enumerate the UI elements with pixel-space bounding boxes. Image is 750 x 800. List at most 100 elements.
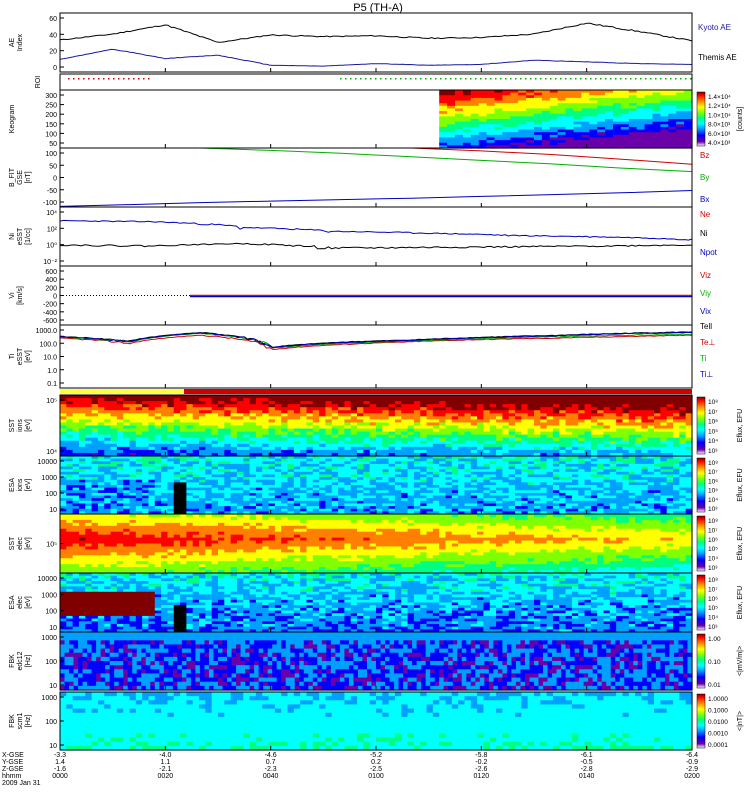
sst_ion-cell (129, 443, 137, 448)
sst_ion-cell (192, 425, 200, 430)
sst_ion-cell (110, 410, 118, 414)
esa_ion-cell (312, 485, 320, 489)
sst_ion-cell (350, 446, 358, 451)
sst_ion-cell (388, 434, 396, 439)
keogram-cell (534, 95, 543, 99)
keogram-cell (455, 134, 464, 139)
sst_ion-cell (186, 401, 194, 405)
esa_ion-cell (154, 487, 162, 491)
esa_ion-cell (262, 458, 270, 462)
sst_ion-cell (432, 452, 440, 457)
esa_ion-cell (60, 458, 67, 462)
esa_ion-cell (413, 487, 421, 491)
sst_ion-cell (508, 395, 516, 399)
esa_ion-cell (338, 479, 345, 483)
esa_ion-cell (60, 511, 67, 515)
sst_ion-cell (388, 449, 396, 454)
sst_ion-cell (394, 398, 402, 402)
esa_ion-cell (394, 508, 402, 512)
esa_ion-cell (186, 492, 194, 497)
sst_ion-cell (205, 434, 213, 439)
esa_ion-cell (110, 485, 118, 489)
sst_ion-cell (319, 410, 327, 414)
sst_ion-cell (268, 404, 276, 408)
sst_ion-cell (173, 404, 181, 408)
sst_ion-cell (590, 407, 598, 411)
sst_ion-cell (609, 416, 617, 420)
sst_ion-cell (508, 449, 516, 454)
sst_ion-cell (186, 419, 194, 424)
roi-dot (570, 78, 572, 80)
esa_ion-cell (508, 477, 516, 481)
sst_ion-cell (445, 425, 453, 430)
keogram-cell (589, 95, 598, 99)
esa_ion-cell (211, 485, 219, 489)
keogram-cell (628, 90, 638, 94)
esa_ion-cell (186, 487, 194, 491)
roi-dot (475, 78, 477, 80)
keogram-cell (684, 95, 693, 99)
sst_ion-cell (357, 416, 364, 420)
esa_ion-cell (205, 485, 213, 489)
esa_ion-cell (527, 461, 535, 465)
keogram-cell (589, 129, 598, 133)
esa_ion-cell (451, 503, 459, 507)
esa_ion-cell (293, 500, 301, 505)
sst_ion-cell (685, 404, 693, 408)
esa_ion-cell (135, 511, 143, 515)
sst_ion-cell (496, 395, 503, 399)
keogram-cell (668, 129, 677, 133)
esa_ion-cell (350, 490, 358, 494)
keogram-cell (486, 92, 496, 96)
sst_ion-cell (470, 404, 478, 408)
esa_ion-cell (148, 479, 156, 483)
keogram-cell (620, 132, 630, 136)
esa_ion-cell (104, 495, 112, 499)
sst_ion-cell (344, 443, 352, 448)
roi-dot (490, 78, 492, 80)
sst_ion-cell (597, 422, 605, 427)
esa_ion-cell (255, 495, 263, 499)
esa_ion-cell (192, 477, 200, 481)
sst_ion-cell (199, 407, 206, 411)
esa_ion-cell (464, 498, 472, 502)
sst_ion-cell (135, 407, 143, 411)
esa_ion-cell (464, 482, 472, 486)
sst_ion-cell (578, 407, 586, 411)
sst_ion-cell (306, 431, 314, 436)
esa_ion-cell (420, 461, 428, 465)
sst_ion-cell (527, 410, 535, 414)
sst_ion-cell (262, 395, 270, 399)
sst_ion-cell (559, 422, 567, 427)
sst_ion-cell (363, 419, 371, 424)
sst_ion-cell (603, 404, 611, 408)
esa_ion-cell (192, 490, 200, 494)
sst_ion-cell (180, 422, 187, 427)
keogram-cell (652, 92, 661, 96)
sst_ion-cell (590, 419, 598, 424)
sst_ion-cell (376, 425, 383, 430)
sst_ion-cell (249, 416, 257, 420)
sst_ion-cell (394, 446, 402, 451)
sst_ion-cell (357, 437, 364, 442)
keogram-cell (526, 126, 535, 131)
sst_ion-cell (489, 416, 497, 420)
esa_ion-cell (123, 471, 131, 476)
esa_ion-cell (293, 469, 301, 473)
esa_ion-cell (369, 506, 377, 510)
sst_ion-cell (660, 404, 668, 408)
sst_ion-cell (590, 410, 598, 414)
sst_ion-cell (559, 440, 567, 445)
keogram-cell (447, 111, 456, 115)
esa_ion-cell (236, 498, 244, 502)
keogram-cell (628, 137, 638, 141)
keogram-cell (628, 92, 638, 96)
roi-dot (535, 78, 537, 80)
sst_ion-cell (142, 452, 150, 457)
sst_ion-cell (363, 398, 371, 402)
sst_ion-cell (483, 407, 491, 411)
sst_ion-cell (477, 398, 485, 402)
sst_ion-cell (192, 401, 200, 405)
esa_ion-cell (357, 485, 364, 489)
esa_ion-cell (205, 471, 213, 476)
